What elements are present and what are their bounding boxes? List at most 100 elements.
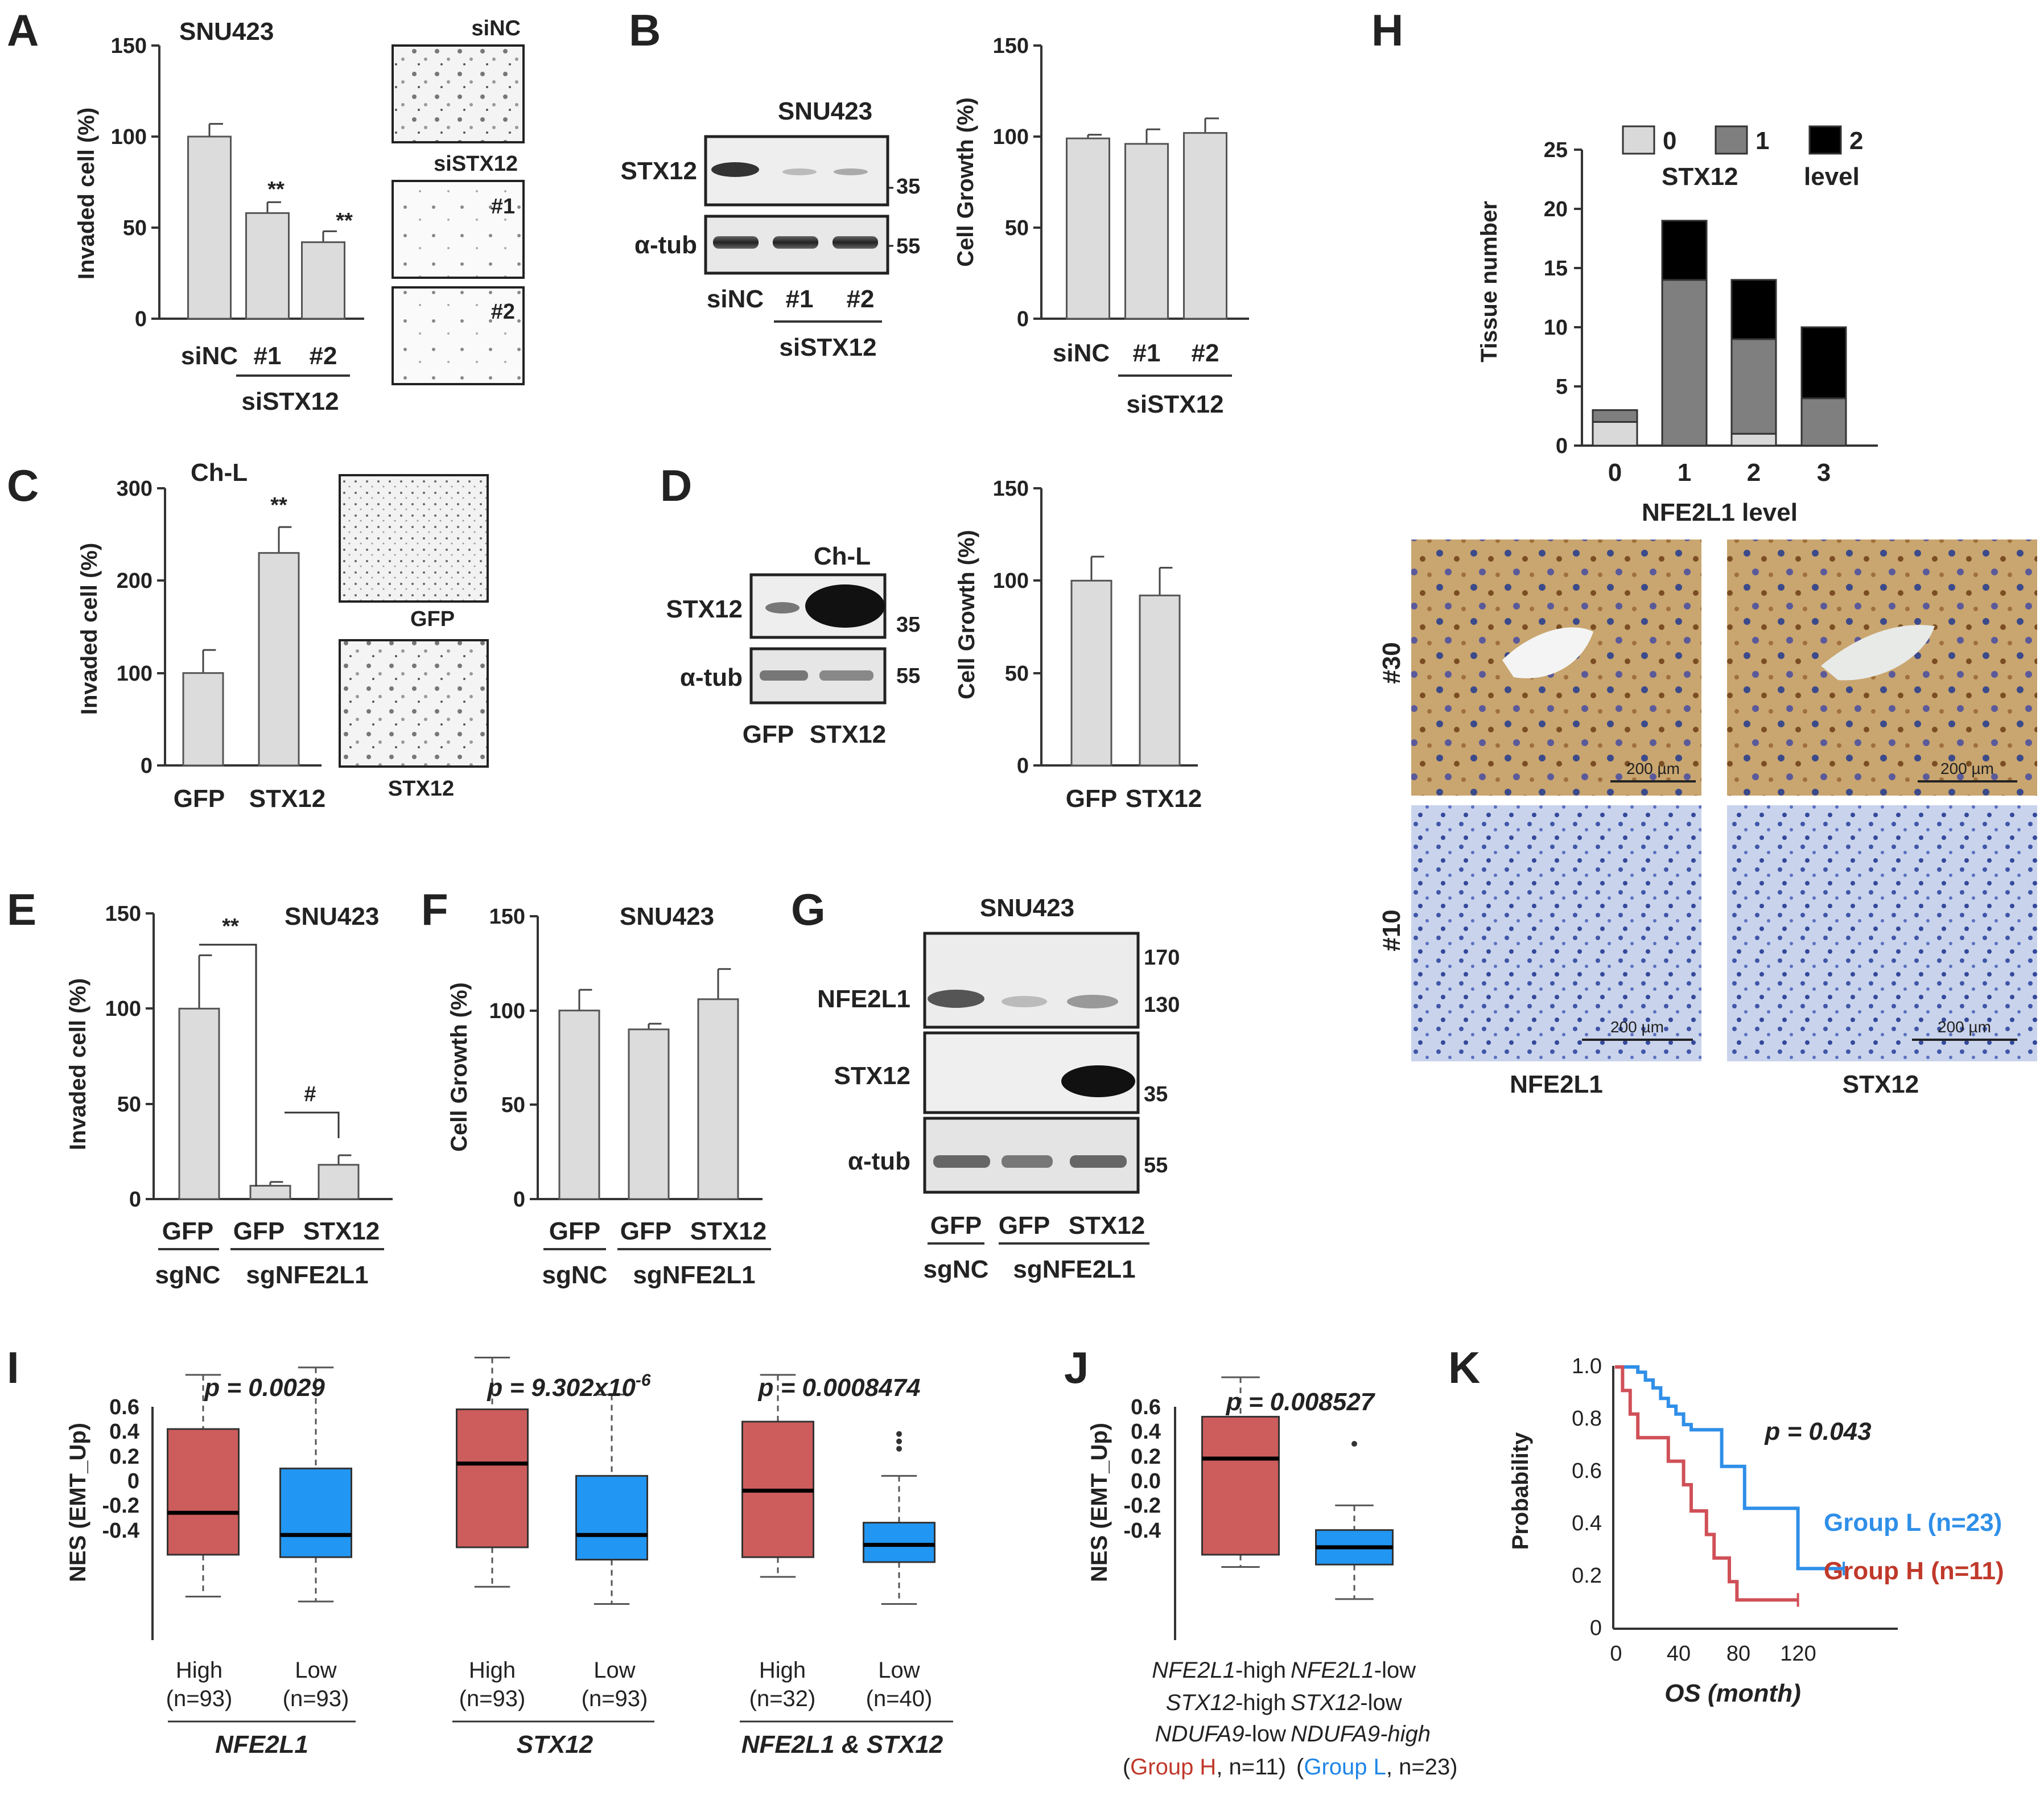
group-label-line: NDUFA9-low: [1155, 1721, 1287, 1747]
ihc-image: [1727, 805, 2037, 1061]
p-value: p = 9.302x10-6: [487, 1371, 651, 1402]
ytick: 0: [129, 1188, 141, 1212]
box: [456, 1408, 529, 1548]
ytick: 10: [1544, 316, 1568, 340]
ytick: 300: [117, 477, 153, 501]
x-label: High: [469, 1658, 516, 1683]
blot-row-label: α-tub: [634, 231, 697, 259]
cell-line-a: SNU423: [179, 18, 274, 46]
group-label-line: STX12-low: [1291, 1690, 1402, 1715]
sig-a-1: **: [267, 178, 285, 201]
ytick: 0: [1590, 1616, 1602, 1640]
invasion-images-a: siNC siSTX12 #1 #2: [392, 17, 525, 385]
x-label: #2: [1192, 339, 1219, 367]
panel-label-i: I: [7, 1342, 19, 1393]
blot-band: [928, 990, 984, 1008]
panel-j: J NES (EMT_Up) 0.6 0.4 0.2 0.0 -0.2 -0.4…: [1064, 1342, 1458, 1780]
xtick: 80: [1726, 1642, 1750, 1666]
gene-label: STX12: [517, 1731, 594, 1758]
panel-label-c: C: [7, 460, 39, 510]
box: [167, 1428, 240, 1556]
x-label: Low: [878, 1658, 920, 1683]
y-label-e: Invaded cell (%): [65, 978, 90, 1150]
p-value: p = 0.008527: [1226, 1388, 1376, 1416]
bar: [697, 998, 739, 1200]
scale-label: 200 µm: [1610, 1018, 1664, 1036]
legend-group-h: Group H (n=11): [1824, 1557, 2004, 1585]
y-axis-j: 0.6 0.4 0.2 0.0 -0.2 -0.4: [1124, 1395, 1176, 1640]
ytick: 100: [105, 997, 141, 1021]
lane-label: STX12: [810, 720, 887, 748]
bar: [1139, 594, 1181, 767]
outlier: [896, 1431, 902, 1437]
image-tag: #2: [491, 300, 515, 324]
ytick: 0.4: [109, 1420, 139, 1444]
bar: [258, 552, 300, 767]
group-label-b: siSTX12: [779, 333, 876, 361]
blot-row-label: STX12: [834, 1062, 910, 1090]
marker: 55: [896, 664, 920, 688]
box: [279, 1467, 352, 1558]
sig-e-1: **: [222, 915, 239, 938]
western-blot-d: STX12 α-tub 35 55 GFP STX12: [666, 573, 920, 748]
panel-label-h: H: [1371, 5, 1403, 55]
bars-f: [558, 968, 739, 1200]
invasion-image: [392, 286, 525, 385]
ytick: -0.2: [1124, 1494, 1161, 1518]
group-l-legend: (Group L, n=23): [1296, 1755, 1458, 1780]
cell-line-b: SNU423: [778, 97, 872, 125]
x-label: GFP: [549, 1217, 600, 1245]
group-label-line: NFE2L1-low: [1291, 1658, 1416, 1683]
ytick: 0.4: [1131, 1420, 1161, 1444]
y-label-d: Cell Growth (%): [954, 530, 979, 699]
ytick: 100: [489, 999, 525, 1023]
outlier: [896, 1438, 902, 1444]
blot-band: [773, 236, 818, 249]
ytick: 0: [127, 1469, 139, 1493]
blot-row-label: STX12: [620, 157, 697, 185]
image-label: siSTX12: [434, 152, 518, 176]
panel-f: F SNU423 Cell Growth (%) 0 50 100 150 GF…: [421, 884, 771, 1289]
survival-curve: [1615, 1365, 1844, 1571]
sig-bracket: [199, 944, 257, 1187]
ytick: 0: [1556, 434, 1568, 458]
ytick: 100: [993, 125, 1029, 149]
sig-e-2: #: [304, 1082, 316, 1106]
xtick: 1: [1678, 459, 1691, 487]
ihc-vessel: [1502, 627, 1593, 678]
marker: 35: [896, 613, 920, 637]
panel-c: C Ch-L Invaded cell (%) 0 100 200 300 **…: [7, 459, 489, 813]
bars-e: [178, 954, 360, 1200]
lane-label: GFP: [930, 1212, 982, 1239]
bar: [249, 1185, 291, 1200]
xtick: 120: [1780, 1642, 1816, 1666]
y-label-j: NES (EMT_Up): [1087, 1423, 1112, 1582]
legend-swatch: [1808, 125, 1842, 155]
survival-curve: [1615, 1365, 1798, 1602]
x-label: High: [759, 1658, 806, 1683]
stacked-bars-h: [1592, 220, 1847, 447]
legend-group-l: Group L (n=23): [1824, 1509, 2002, 1537]
group-label-a: siSTX12: [241, 388, 339, 415]
box: [1201, 1415, 1280, 1556]
panel-i: I NES (EMT_Up) 0.6 0.4 0.2 0 -0.2 -0.4 p…: [7, 1342, 953, 1758]
group-label: sgNFE2L1: [1013, 1255, 1135, 1283]
legend-entry: 1: [1755, 127, 1769, 155]
ytick: 50: [117, 1093, 141, 1117]
ytick: 50: [123, 216, 147, 240]
gene: NDUFA9: [1155, 1721, 1244, 1747]
ytick: 0.8: [1572, 1407, 1602, 1431]
legend-swatch: [1715, 125, 1748, 155]
xtick: 3: [1817, 459, 1831, 487]
ytick: 25: [1544, 138, 1568, 162]
bar: [1066, 137, 1110, 320]
image-label: GFP: [410, 607, 455, 631]
marker: 130: [1144, 993, 1180, 1017]
x-label: siNC: [181, 342, 238, 370]
blot-band: [933, 1155, 990, 1168]
stacked-bar-segment: [1730, 279, 1777, 340]
ytick: 100: [117, 662, 153, 686]
y-axis-c: 0 100 200 300: [117, 477, 166, 778]
scale-bar: 200 µm 200 µm 200 µm 200 µm: [1582, 760, 2017, 1041]
boxplots-j: [1201, 1376, 1394, 1600]
